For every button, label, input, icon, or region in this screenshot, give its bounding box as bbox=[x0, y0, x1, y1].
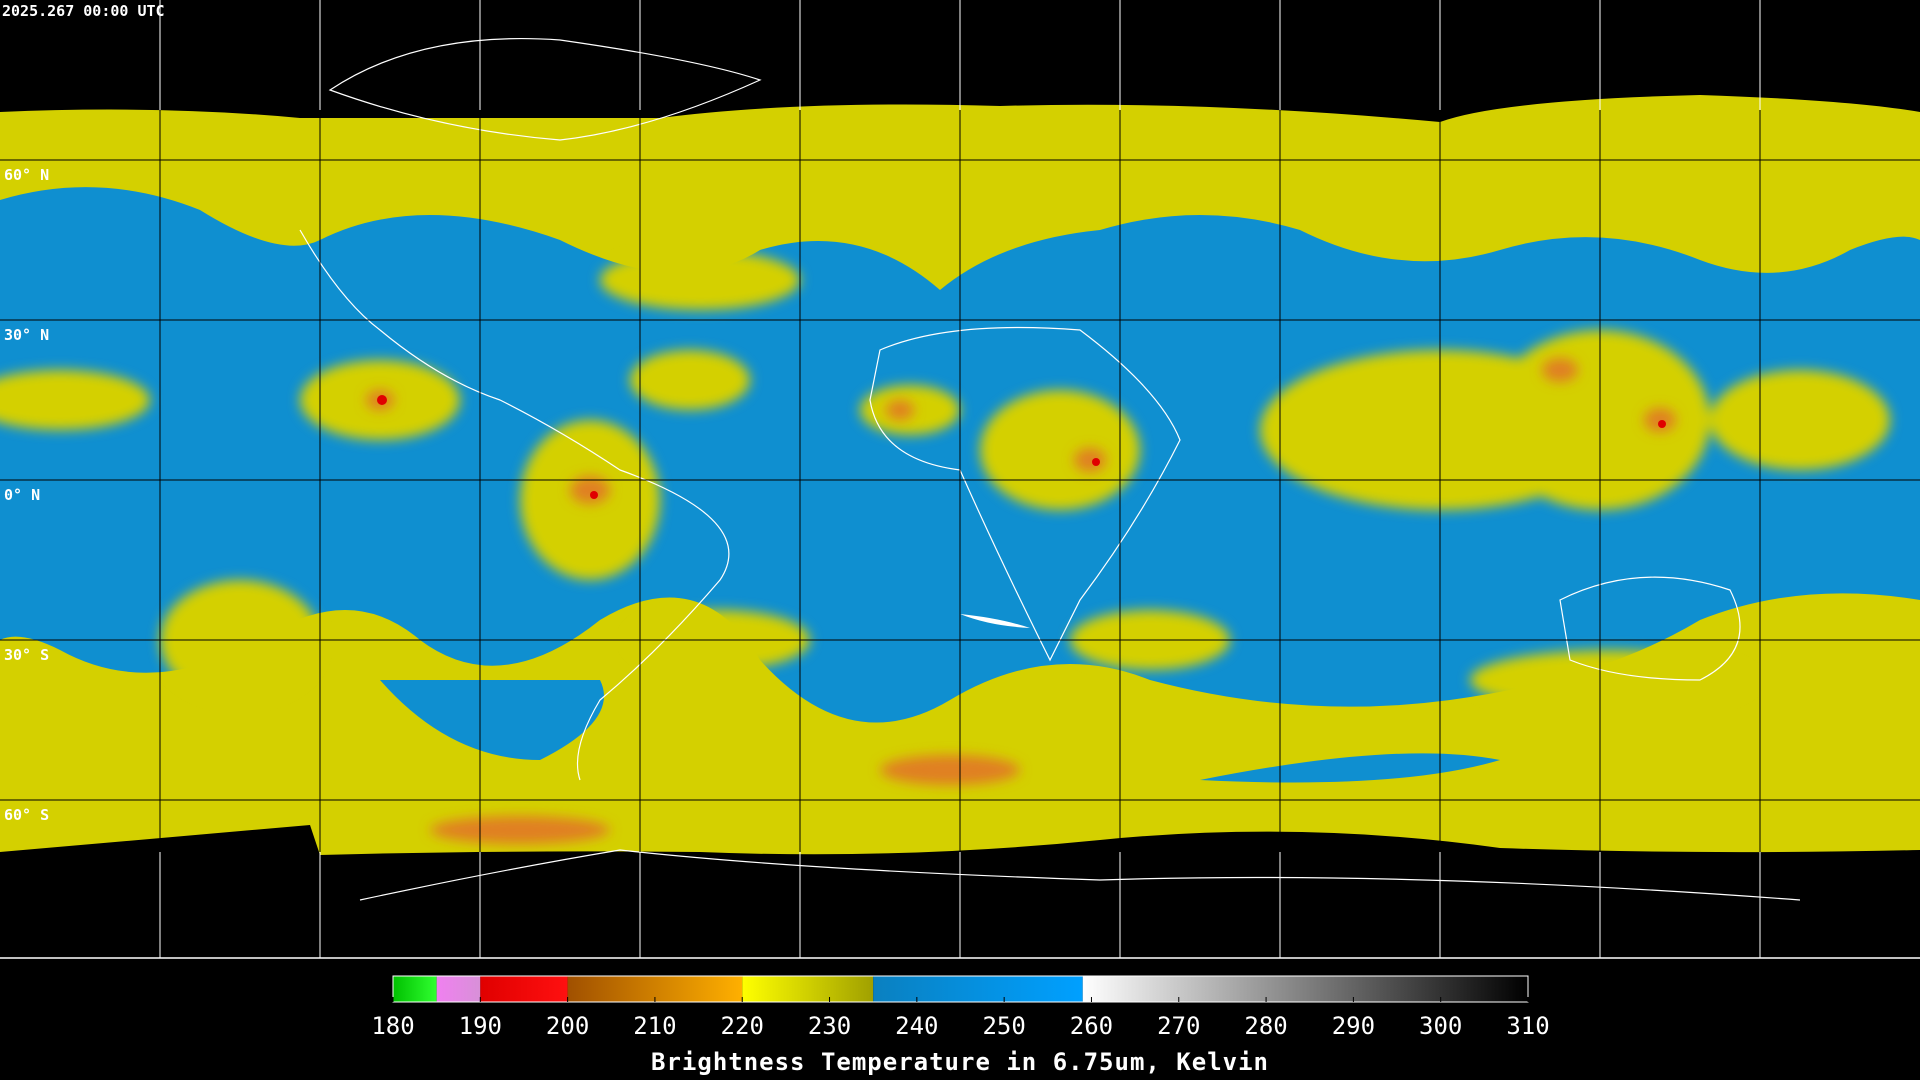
colorbar-tick-label: 220 bbox=[721, 1012, 764, 1040]
colorbar-tick-label: 240 bbox=[895, 1012, 938, 1040]
colorbar-tick-label: 190 bbox=[459, 1012, 502, 1040]
latitude-label: 0° N bbox=[4, 486, 40, 504]
colorbar-tick-label: 180 bbox=[371, 1012, 414, 1040]
timestamp: 2025.267 00:00 UTC bbox=[2, 2, 165, 20]
colorbar-title: Brightness Temperature in 6.75um, Kelvin bbox=[651, 1048, 1269, 1076]
colorbar-tick-label: 230 bbox=[808, 1012, 851, 1040]
colorbar-frame bbox=[392, 975, 1529, 1003]
colorbar-tick-label: 300 bbox=[1419, 1012, 1462, 1040]
colorbar: 180 190 200 210 220 230 240 250 260 270 280 290 300 3… bbox=[371, 975, 1550, 1040]
colorbar-segment bbox=[436, 976, 481, 1002]
colorbar-segment bbox=[873, 976, 1083, 1002]
colorbar-segment bbox=[480, 976, 568, 1002]
coastlines bbox=[299, 37, 1801, 901]
colorbar-tick-label: 270 bbox=[1157, 1012, 1200, 1040]
latitude-label: 30° S bbox=[4, 646, 49, 664]
colorbar-tick-label: 280 bbox=[1244, 1012, 1287, 1040]
colorbar-segment bbox=[393, 976, 437, 1002]
colorbar-tick-label: 260 bbox=[1070, 1012, 1113, 1040]
colorbar-tick-label: 310 bbox=[1506, 1012, 1549, 1040]
colorbar-tick-label: 250 bbox=[982, 1012, 1025, 1040]
colorbar-tick-label: 200 bbox=[546, 1012, 589, 1040]
colorbar-segment bbox=[742, 976, 874, 1002]
colorbar-tick-label: 210 bbox=[633, 1012, 676, 1040]
latitude-label: 30° N bbox=[4, 326, 49, 344]
colorbar-segment bbox=[1082, 976, 1528, 1002]
colorbar-tick-label: 290 bbox=[1332, 1012, 1375, 1040]
latitude-label: 60° N bbox=[4, 166, 49, 184]
meridians bbox=[159, 0, 1761, 958]
latitude-label: 60° S bbox=[4, 806, 49, 824]
